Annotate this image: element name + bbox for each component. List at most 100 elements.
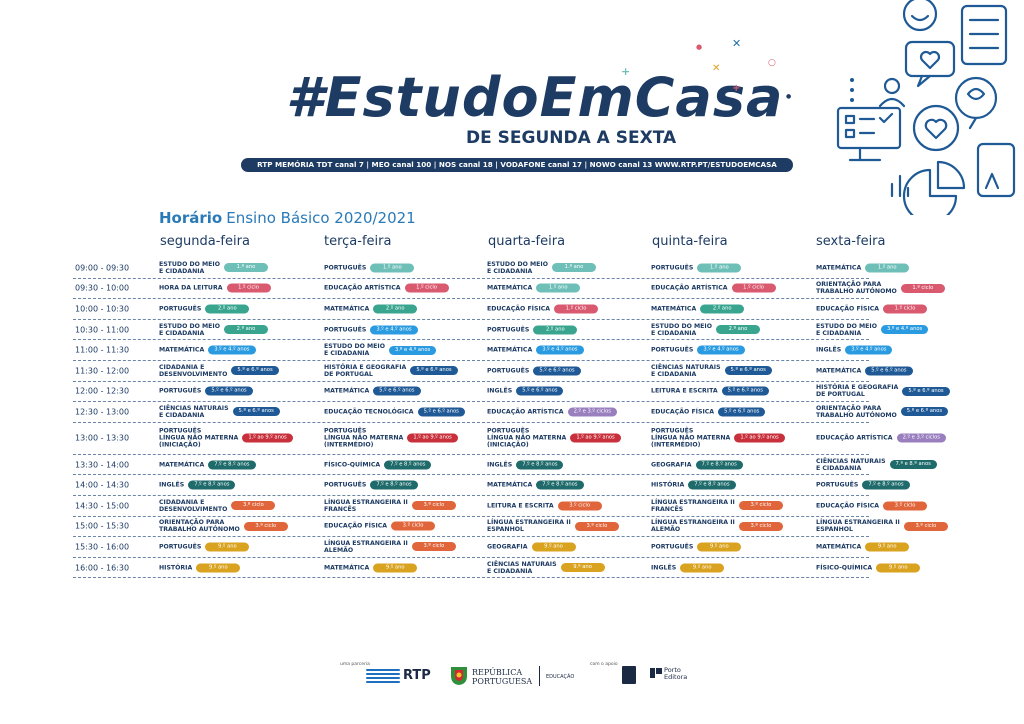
- grade-level-badge: 1.º ano: [551, 263, 596, 273]
- class-cell-monday: HORA DA LEITURA 1.º ciclo: [159, 283, 271, 293]
- grade-level-badge: 3.º ciclo: [391, 521, 436, 531]
- subject-line: EDUCAÇÃO ARTÍSTICA: [651, 284, 728, 292]
- subject-line: E CIDADANIA: [651, 329, 697, 337]
- class-cell-wednesday: MATEMÁTICA 7.º e 8.º anos: [487, 480, 584, 490]
- subject-line: MATEMÁTICA: [816, 543, 862, 551]
- subject-line: LÍNGUA NÃO MATERNA: [487, 434, 567, 442]
- class-cell-tuesday: FÍSICO-QUÍMICA 7.º e 8.º anos: [324, 460, 432, 470]
- subject-name: LÍNGUA ESTRANGEIRA II FRANCÊS: [324, 499, 408, 513]
- class-cell-monday: ESTUDO DO MEIO E CIDADANIA 1.º ano: [159, 261, 268, 275]
- grade-level-badge: 3.º ciclo: [243, 521, 288, 531]
- subject-name: MATEMÁTICA: [324, 305, 369, 312]
- subject-name: CIÊNCIAS NATURAIS E CIDADANIA: [816, 458, 886, 472]
- grade-level-badge: 9.º ano: [680, 563, 725, 573]
- class-cell-wednesday: INGLÊS 7.º e 8.º anos: [487, 460, 564, 470]
- grade-level-badge: 7.º e 8.º anos: [889, 460, 937, 470]
- class-cell-thursday: PORTUGUÊS 1.º ano: [651, 263, 742, 273]
- porto-editora-logo-icon: [650, 668, 662, 678]
- subject-line: EDUCAÇÃO TECNOLÓGICA: [324, 408, 414, 416]
- subject-line: INGLÊS: [487, 387, 513, 395]
- class-cell-thursday: HISTÓRIA 7.º e 8.º anos: [651, 480, 736, 490]
- schedule-row: 12:30 - 13:00 CIÊNCIAS NATURAIS E CIDADANI…: [73, 402, 949, 423]
- subject-line: TRABALHO AUTÓNOMO: [816, 288, 897, 296]
- grade-level-badge: 1.º ano: [536, 283, 581, 293]
- grade-level-badge: 1.º ano: [223, 263, 268, 273]
- subject-line: MATEMÁTICA: [324, 564, 370, 572]
- subject-line: LÍNGUA ESTRANGEIRA II: [651, 519, 735, 527]
- subject-name: HISTÓRIA: [159, 564, 192, 571]
- grade-level-badge: 5.º e 6.º anos: [902, 386, 950, 396]
- partner-note: uma parceria: [340, 662, 370, 667]
- grade-level-badge: 1.º ciclo: [883, 304, 928, 314]
- subject-line: LÍNGUA ESTRANGEIRA II: [816, 519, 900, 527]
- schedule-heading-rest: Ensino Básico 2020/2021: [226, 209, 416, 227]
- time-slot: 10:00 - 10:30: [75, 304, 130, 314]
- sparkle-decoration-icon: +: [732, 83, 741, 94]
- grade-level-badge: 3.º ciclo: [574, 521, 619, 531]
- subject-line: E CIDADANIA: [816, 329, 862, 337]
- republic-line1: REPÚBLICA: [472, 668, 523, 677]
- subject-line: ESPANHOL: [487, 526, 524, 534]
- subject-name: FÍSICO-QUÍMICA: [816, 564, 872, 571]
- class-cell-tuesday: PORTUGUÊS 1.º ano: [324, 263, 415, 273]
- subject-name: PORTUGUÊS: [816, 482, 858, 489]
- subject-line: (INTERMÉDIO): [651, 441, 701, 449]
- grade-level-badge: 3.º e 4.º anos: [697, 345, 745, 355]
- subject-name: MATEMÁTICA: [159, 347, 204, 354]
- subject-line: E CIDADANIA: [651, 370, 697, 378]
- pie-chart-icon: [902, 160, 966, 215]
- class-cell-friday: MATEMÁTICA 5.º e 6.º anos: [816, 366, 913, 376]
- subject-line: FÍSICO-QUÍMICA: [324, 461, 381, 469]
- class-cell-wednesday: EDUCAÇÃO FÍSICA 1.º ciclo: [487, 304, 599, 314]
- subject-name: GEOGRAFIA: [651, 461, 692, 468]
- subject-name: GEOGRAFIA: [487, 543, 528, 550]
- grade-level-badge: 9.º ano: [205, 542, 250, 552]
- subject-line: GEOGRAFIA: [487, 543, 528, 551]
- subject-name: PORTUGUÊS: [159, 388, 201, 395]
- porto-line2: Editora: [664, 673, 688, 681]
- subject-name: EDUCAÇÃO FÍSICA: [487, 305, 550, 312]
- subject-name: PORTUGUÊS LÍNGUA NÃO MATERNA (INTERMÉDIO): [651, 428, 730, 449]
- class-cell-thursday: EDUCAÇÃO ARTÍSTICA 1.º ciclo: [651, 283, 776, 293]
- subject-line: CIÊNCIAS NATURAIS: [487, 560, 557, 568]
- subject-name: PORTUGUÊS: [324, 326, 366, 333]
- subject-name: LÍNGUA ESTRANGEIRA II ALEMÃO: [651, 519, 735, 533]
- grade-level-badge: 5.º e 6.º anos: [516, 386, 564, 396]
- class-cell-wednesday: PORTUGUÊS LÍNGUA NÃO MATERNA (INICIAÇÃO) 1.…: [487, 428, 621, 449]
- day-header-tuesday: terça-feira: [324, 234, 392, 249]
- class-cell-tuesday: MATEMÁTICA 2.º ano: [324, 304, 418, 314]
- subject-name: MATEMÁTICA: [487, 285, 532, 292]
- grade-level-badge: 1.º ciclo: [404, 283, 449, 293]
- subject-line: PORTUGUÊS: [651, 543, 694, 551]
- grade-level-badge: 1.º ano: [865, 263, 910, 273]
- subject-name: PORTUGUÊS: [159, 543, 201, 550]
- grade-level-badge: 1.º ciclo: [226, 283, 271, 293]
- class-cell-friday: ESTUDO DO MEIO E CIDADANIA 3.º e 4.º anos: [816, 323, 929, 337]
- grade-level-badge: 7.º e 8.º anos: [188, 480, 236, 490]
- time-slot: 11:00 - 11:30: [75, 345, 130, 355]
- subject-line: FÍSICO-QUÍMICA: [816, 564, 873, 572]
- bar-chart-icon: [890, 174, 910, 198]
- grade-level-badge: 3.º ciclo: [738, 501, 783, 511]
- schedule-row: 14:00 - 14:30 INGLÊS 7.º e 8.º anos PORTUGU…: [73, 475, 910, 496]
- grade-level-badge: 5.º e 6.º anos: [373, 386, 421, 396]
- grade-level-badge: 2.º ano: [715, 325, 760, 335]
- subject-line: GEOGRAFIA: [651, 461, 692, 469]
- subject-line: PORTUGUÊS: [159, 387, 202, 395]
- subject-name: LÍNGUA ESTRANGEIRA II ESPANHOL: [487, 519, 571, 533]
- grade-level-badge: 1.º ao 9.º anos: [407, 433, 458, 443]
- subject-line: PORTUGUÊS: [159, 543, 202, 551]
- class-cell-wednesday: MATEMÁTICA 1.º ano: [487, 283, 581, 293]
- grade-level-badge: 3.º ciclo: [411, 542, 456, 552]
- subject-line: MATEMÁTICA: [159, 346, 205, 354]
- subject-name: EDUCAÇÃO FÍSICA: [324, 523, 387, 530]
- subject-line: PORTUGUÊS: [159, 305, 202, 313]
- time-slot: 11:30 - 12:00: [75, 366, 130, 376]
- class-cell-thursday: INGLÊS 9.º ano: [651, 563, 725, 573]
- subject-line: DE PORTUGAL: [816, 391, 865, 399]
- grade-level-badge: 1.º ciclo: [900, 283, 945, 293]
- subject-line: PORTUGUÊS: [487, 326, 530, 334]
- grade-level-badge: 2.º ano: [373, 304, 418, 314]
- schedule-row: 14:30 - 15:00 CIDADANIA E DESENVOLVIMENTO 3…: [73, 496, 928, 517]
- class-cell-monday: MATEMÁTICA 7.º e 8.º anos: [159, 460, 256, 470]
